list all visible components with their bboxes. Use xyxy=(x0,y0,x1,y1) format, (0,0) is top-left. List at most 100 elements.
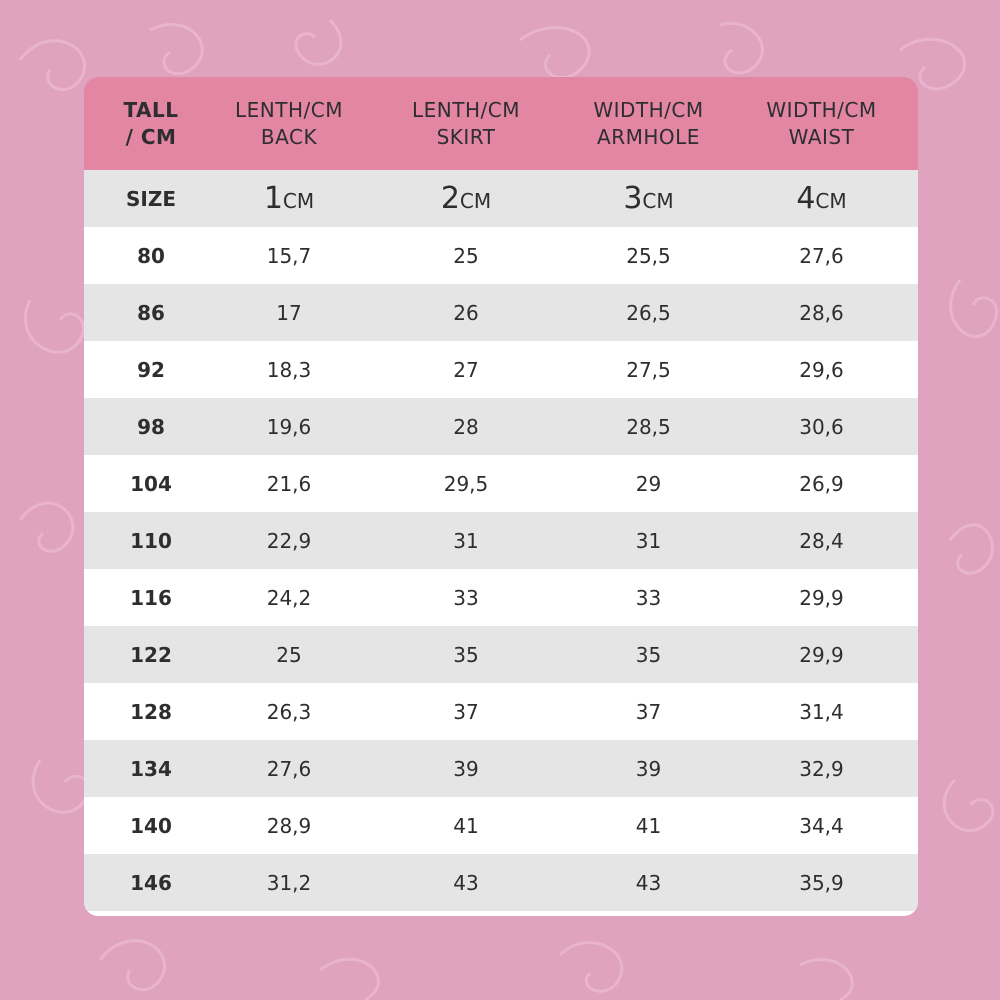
armhole-cell: 28,5 xyxy=(626,414,671,439)
table-row: 122 25 35 35 29,9 xyxy=(84,626,918,683)
skirt-cell: 25 xyxy=(453,243,479,268)
table-row: 110 22,9 31 31 28,4 xyxy=(84,512,918,569)
tall-cell: 80 xyxy=(137,243,165,268)
tall-cell: 128 xyxy=(130,699,172,724)
skirt-cell: 27 xyxy=(453,357,479,382)
skirt-cell: 37 xyxy=(453,699,479,724)
tall-cell: 86 xyxy=(137,300,165,325)
size-col-1: 1CM xyxy=(218,181,360,216)
tall-cell: 122 xyxy=(130,642,172,667)
tall-cell: 116 xyxy=(130,585,172,610)
size-label: SIZE xyxy=(125,186,176,211)
armhole-cell: 41 xyxy=(635,813,662,838)
tall-cell: 110 xyxy=(130,528,172,553)
size-number: 3 xyxy=(623,181,643,216)
table-row: 86 17 26 26,5 28,6 xyxy=(84,284,918,341)
header-line: LENTH/CM xyxy=(235,97,343,122)
size-unit: CM xyxy=(642,189,674,213)
back-cell: 19,6 xyxy=(266,414,312,439)
header-line: WIDTH/CM xyxy=(593,97,704,122)
waist-cell: 26,9 xyxy=(799,471,844,496)
skirt-cell: 28 xyxy=(453,414,479,439)
header-length-back: LENTH/CM BACK xyxy=(218,97,360,151)
waist-cell: 29,9 xyxy=(799,585,844,610)
waist-cell: 28,4 xyxy=(799,528,844,553)
size-col-2: 2CM xyxy=(360,181,572,216)
skirt-cell: 41 xyxy=(453,813,479,838)
header-line: WIDTH/CM xyxy=(766,97,877,122)
size-chart-table: TALL / CM LENTH/CM BACK LENTH/CM SKIRT W… xyxy=(84,77,918,916)
skirt-cell: 33 xyxy=(453,585,479,610)
back-cell: 26,3 xyxy=(266,699,312,724)
armhole-cell: 43 xyxy=(635,870,662,895)
tall-cell: 134 xyxy=(130,756,172,781)
size-number: 1 xyxy=(263,181,283,216)
header-width-armhole: WIDTH/CM ARMHOLE xyxy=(572,97,725,151)
back-cell: 17 xyxy=(276,300,302,325)
header-tall-cm: TALL / CM xyxy=(84,97,218,151)
armhole-cell: 39 xyxy=(635,756,662,781)
skirt-cell: 29,5 xyxy=(443,471,489,496)
waist-cell: 27,6 xyxy=(799,243,844,268)
table-row: 116 24,2 33 33 29,9 xyxy=(84,569,918,626)
table-row: 80 15,7 25 25,5 27,6 xyxy=(84,227,918,284)
table-body: 80 15,7 25 25,5 27,6 86 17 26 26,5 28,6 … xyxy=(84,227,918,911)
back-cell: 18,3 xyxy=(266,357,312,382)
skirt-cell: 39 xyxy=(453,756,479,781)
size-row: SIZE 1CM 2CM 3CM 4CM xyxy=(84,170,918,227)
size-unit: CM xyxy=(815,189,847,213)
back-cell: 31,2 xyxy=(266,870,312,895)
back-cell: 24,2 xyxy=(266,585,312,610)
header-line: / CM xyxy=(125,124,177,149)
waist-cell: 31,4 xyxy=(799,699,844,724)
size-number: 4 xyxy=(796,181,816,216)
armhole-cell: 25,5 xyxy=(626,243,671,268)
waist-cell: 34,4 xyxy=(799,813,844,838)
waist-cell: 29,6 xyxy=(799,357,844,382)
table-header: TALL / CM LENTH/CM BACK LENTH/CM SKIRT W… xyxy=(84,77,918,170)
header-line: BACK xyxy=(260,124,318,149)
waist-cell: 35,9 xyxy=(799,870,844,895)
waist-cell: 30,6 xyxy=(799,414,844,439)
back-cell: 28,9 xyxy=(266,813,312,838)
skirt-cell: 35 xyxy=(453,642,479,667)
armhole-cell: 27,5 xyxy=(626,357,671,382)
waist-cell: 28,6 xyxy=(799,300,844,325)
header-line: SKIRT xyxy=(436,124,496,149)
header-line: ARMHOLE xyxy=(597,124,700,149)
header-line: TALL xyxy=(123,97,179,122)
size-unit: CM xyxy=(459,189,492,213)
header-line: WAIST xyxy=(788,124,855,149)
table-row: 104 21,6 29,5 29 26,9 xyxy=(84,455,918,512)
tall-cell: 92 xyxy=(137,357,165,382)
skirt-cell: 31 xyxy=(453,528,479,553)
header-width-waist: WIDTH/CM WAIST xyxy=(725,97,918,151)
table-row: 92 18,3 27 27,5 29,6 xyxy=(84,341,918,398)
table-row: 146 31,2 43 43 35,9 xyxy=(84,854,918,911)
header-line: LENTH/CM xyxy=(412,97,520,122)
skirt-cell: 26 xyxy=(453,300,479,325)
size-number: 2 xyxy=(440,181,460,216)
table-row: 128 26,3 37 37 31,4 xyxy=(84,683,918,740)
armhole-cell: 29 xyxy=(635,471,662,496)
armhole-cell: 33 xyxy=(635,585,662,610)
back-cell: 15,7 xyxy=(266,243,312,268)
table-row: 98 19,6 28 28,5 30,6 xyxy=(84,398,918,455)
back-cell: 22,9 xyxy=(266,528,312,553)
tall-cell: 104 xyxy=(130,471,172,496)
back-cell: 25 xyxy=(276,642,302,667)
armhole-cell: 37 xyxy=(635,699,662,724)
skirt-cell: 43 xyxy=(453,870,479,895)
size-col-3: 3CM xyxy=(572,181,725,216)
size-col-4: 4CM xyxy=(725,181,918,216)
waist-cell: 32,9 xyxy=(799,756,844,781)
header-length-skirt: LENTH/CM SKIRT xyxy=(360,97,572,151)
table-row: 140 28,9 41 41 34,4 xyxy=(84,797,918,854)
armhole-cell: 31 xyxy=(635,528,662,553)
armhole-cell: 35 xyxy=(635,642,662,667)
back-cell: 21,6 xyxy=(266,471,312,496)
tall-cell: 98 xyxy=(137,414,165,439)
size-unit: CM xyxy=(282,189,315,213)
table-row: 134 27,6 39 39 32,9 xyxy=(84,740,918,797)
